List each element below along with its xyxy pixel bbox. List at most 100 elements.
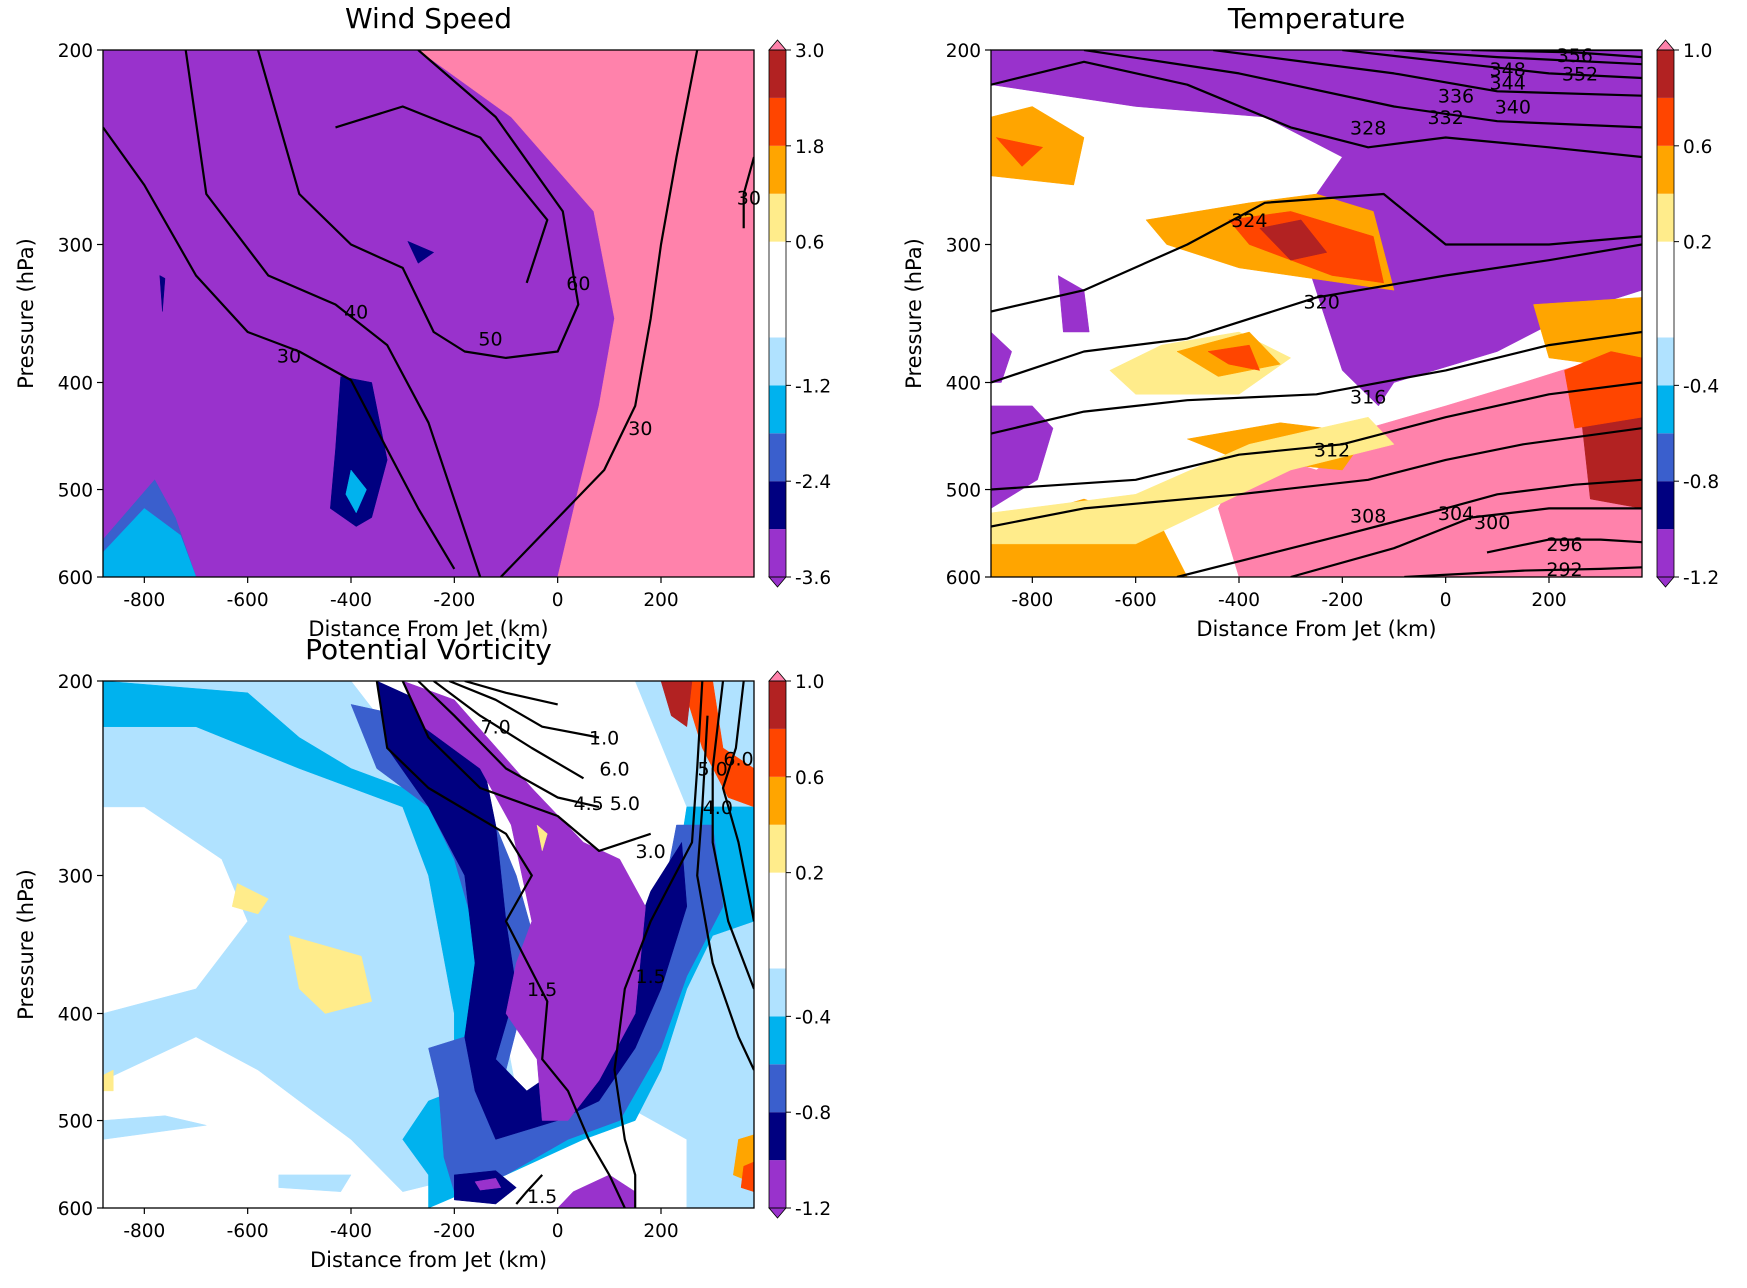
colorbar-segment <box>769 385 786 434</box>
fill-region <box>103 1115 207 1140</box>
plot-area <box>991 50 1642 577</box>
colorbar-frame <box>768 49 787 578</box>
x-tick-label: -600 <box>227 590 269 611</box>
contour-label: 40 <box>344 302 368 324</box>
contour-label: 6.0 <box>723 748 753 770</box>
fill-region <box>345 469 367 514</box>
contour-label: 6.0 <box>599 758 629 780</box>
contour-line <box>1290 507 1642 577</box>
contour-line <box>991 60 1642 159</box>
colorbar-segment <box>1657 529 1674 577</box>
contour-label: 4.0 <box>703 797 733 819</box>
y-tick-label: 600 <box>58 568 93 589</box>
contour-line <box>991 330 1642 435</box>
chart-title: Temperature <box>1227 2 1405 35</box>
colorbar-tick-label: -0.8 <box>1683 472 1719 493</box>
colorbar-segment <box>1657 50 1674 98</box>
fill-region <box>288 935 372 1014</box>
x-tick-label: -200 <box>433 590 475 611</box>
fill-region <box>740 1161 754 1192</box>
contour-line <box>1342 50 1642 80</box>
contour-line <box>515 1174 544 1205</box>
x-tick-label: -600 <box>227 1221 269 1242</box>
y-tick-label: 400 <box>946 373 981 394</box>
contour-line <box>742 156 754 229</box>
y-tick-label: 600 <box>946 568 981 589</box>
x-tick-label: 0 <box>1440 590 1452 611</box>
fill-region <box>231 883 269 915</box>
colorbar-segment <box>1657 481 1674 530</box>
y-tick-label: 200 <box>58 672 93 693</box>
colorbar-tick-label: -3.6 <box>795 568 831 589</box>
contour-line <box>103 126 456 570</box>
contour-line <box>1213 50 1642 97</box>
colorbar-segment <box>1657 145 1674 194</box>
contour-line <box>417 681 600 808</box>
y-tick-label: 500 <box>58 1112 93 1133</box>
contour-label: 30 <box>277 345 301 367</box>
contour-line <box>991 427 1642 528</box>
colorbar-segment <box>769 1160 786 1208</box>
fill-region <box>1057 275 1090 333</box>
contour-label: 352 <box>1562 63 1598 85</box>
fill-region <box>278 1174 352 1192</box>
contour-line <box>500 50 699 577</box>
fill-region <box>557 1174 636 1208</box>
colorbar-segment <box>769 968 786 1017</box>
contour-label: 324 <box>1231 210 1267 232</box>
contour-label: 60 <box>566 273 590 295</box>
x-tick-label: 200 <box>643 1221 678 1242</box>
fill-region <box>1259 219 1328 261</box>
contour-label: 296 <box>1546 534 1582 556</box>
fill-region <box>417 50 754 577</box>
colorbar-extend-min <box>768 1207 787 1219</box>
colorbar-tick-label: -0.4 <box>795 1007 831 1028</box>
y-tick-label: 400 <box>58 1005 93 1026</box>
y-tick-label: 300 <box>58 236 93 257</box>
contour-label: 3.0 <box>636 841 666 863</box>
colorbar-tick-label: 0.6 <box>795 768 824 789</box>
x-tick-label: 0 <box>552 1221 564 1242</box>
contour-line <box>711 681 754 990</box>
contour-label: 308 <box>1350 506 1386 528</box>
contour-line <box>448 681 600 739</box>
x-tick-label: 200 <box>1531 590 1566 611</box>
x-tick-label: -600 <box>1115 590 1157 611</box>
fill-region <box>536 824 548 851</box>
colorbar-extend-max <box>1656 39 1675 51</box>
contour-label: 30 <box>737 187 761 209</box>
y-tick-label: 300 <box>58 867 93 888</box>
colorbar-tick-label: 0.6 <box>795 233 824 254</box>
fill-region <box>103 508 197 577</box>
colorbar-segment <box>769 824 786 873</box>
contour-line <box>991 243 1642 384</box>
colorbar-segment <box>769 97 786 146</box>
contour-line <box>256 50 580 359</box>
colorbar-segment <box>769 1112 786 1161</box>
x-tick-label: -200 <box>433 1221 475 1242</box>
contour-label: 30 <box>628 418 652 440</box>
colorbar-tick-label: -0.4 <box>1683 376 1719 397</box>
contour-line <box>613 681 704 1208</box>
contour-label: 348 <box>1490 59 1526 81</box>
colorbar-tick-label: 0.2 <box>795 864 824 885</box>
colorbar-extend-max <box>768 39 787 51</box>
fill-region <box>991 331 1012 383</box>
contour-label: 7.0 <box>481 717 511 739</box>
colorbar-segment <box>1657 337 1674 386</box>
axes-frame <box>990 49 1643 578</box>
fill-region <box>407 240 435 264</box>
contour-line <box>1404 566 1642 577</box>
contour-label: 320 <box>1304 292 1340 314</box>
x-tick-label: 200 <box>643 590 678 611</box>
contour-line <box>1393 50 1642 66</box>
fill-region <box>474 1178 502 1191</box>
fill-region <box>330 376 388 527</box>
contour-line <box>1083 50 1642 129</box>
colorbar-segment <box>769 776 786 825</box>
colorbar-tick-label: 3.0 <box>795 41 824 62</box>
y-axis-label: Pressure (hPa) <box>14 238 38 389</box>
contour-line <box>1471 50 1642 59</box>
colorbar-segment <box>1657 97 1674 146</box>
